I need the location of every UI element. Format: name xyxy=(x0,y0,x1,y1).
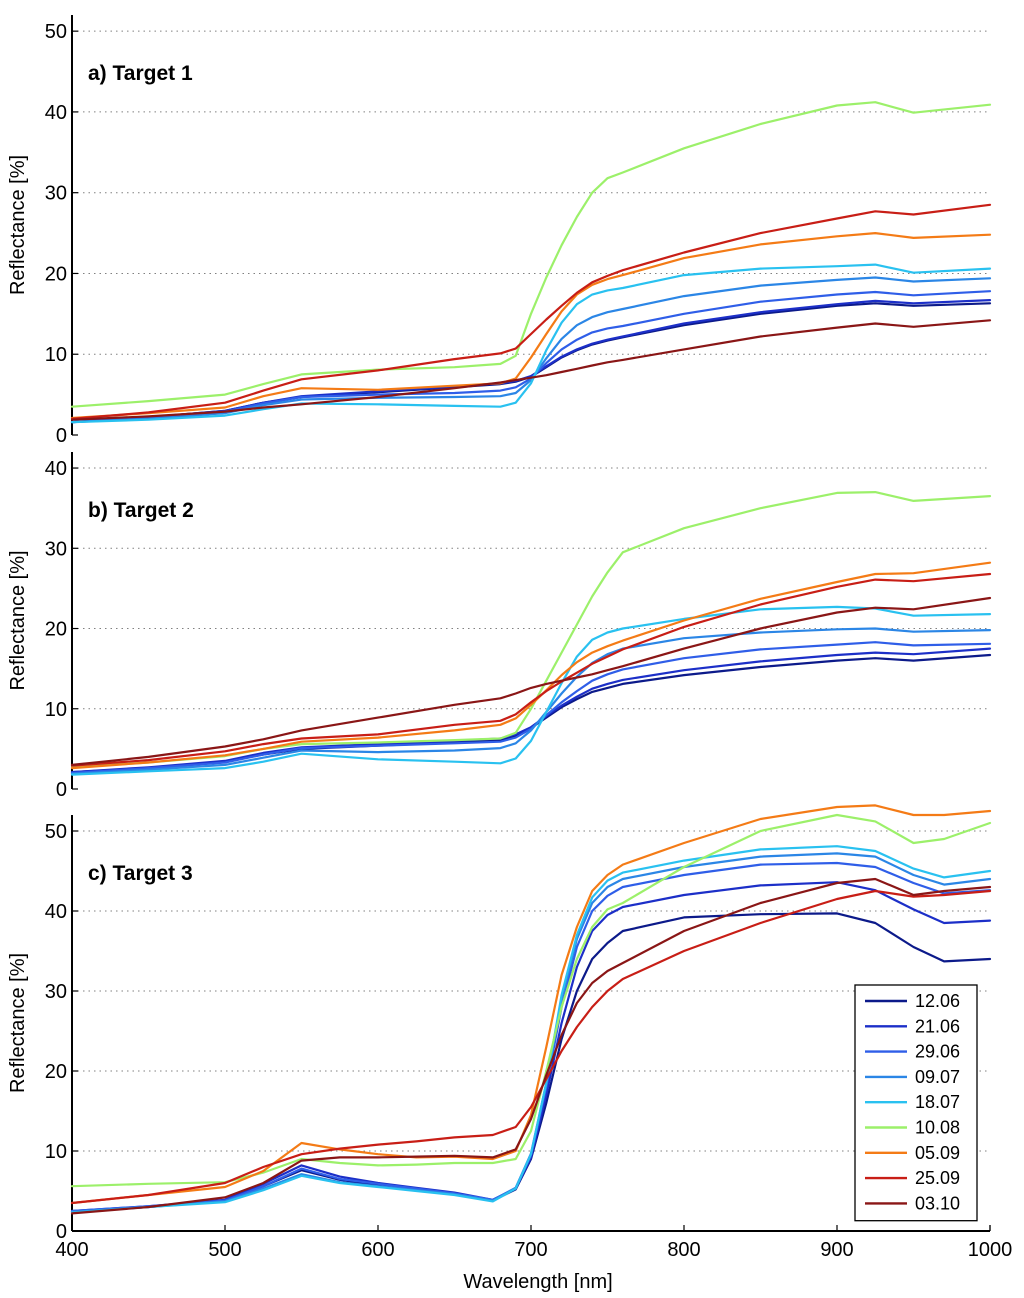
legend-label-05.09: 05.09 xyxy=(915,1143,960,1163)
legend: 12.06 21.06 29.06 09.07 18.07 10.08 05.09 25.09… xyxy=(854,984,978,1222)
series-line-25.09 xyxy=(70,889,992,1205)
series-line-21.06 xyxy=(70,647,992,774)
x-tick-label: 1000 xyxy=(968,1239,1013,1261)
panel-title: b) Target 2 xyxy=(88,499,194,522)
series-line-03.10 xyxy=(70,596,992,766)
y-tick-label: 50 xyxy=(45,21,67,43)
x-tick-label: 500 xyxy=(208,1239,241,1261)
series-line-03.10 xyxy=(70,319,992,421)
y-tick-label: 30 xyxy=(45,538,67,560)
series-line-29.06 xyxy=(70,290,992,424)
y-axis-label: Reflectance [%] xyxy=(7,155,29,295)
y-tick-label: 40 xyxy=(45,458,67,480)
y-axis-label: Reflectance [%] xyxy=(7,953,29,1093)
series-line-09.07 xyxy=(70,276,992,424)
series-line-25.09 xyxy=(70,203,992,420)
y-tick-label: 0 xyxy=(56,779,67,801)
x-axis-label: Wavelength [nm] xyxy=(463,1271,612,1293)
x-tick-label: 700 xyxy=(514,1239,547,1261)
series-line-03.10 xyxy=(70,877,992,1215)
series-line-09.07 xyxy=(70,627,992,775)
panels-group: 0 10 20 30 40 50 Reflectance [%] a) Target 1 0 10… xyxy=(7,15,1012,1261)
panel-3: 0 10 20 30 40 50 Reflectance [%] c) Target 3 400… xyxy=(7,804,1013,1261)
x-tick-label: 800 xyxy=(667,1239,700,1261)
legend-label-12.06: 12.06 xyxy=(915,991,960,1011)
y-tick-label: 20 xyxy=(45,1061,67,1083)
y-tick-label: 40 xyxy=(45,901,67,923)
y-tick-label: 50 xyxy=(45,821,67,843)
panel-1: 0 10 20 30 40 50 Reflectance [%] a) Target 1 xyxy=(7,15,992,447)
legend-label-10.08: 10.08 xyxy=(915,1118,960,1138)
y-tick-label: 0 xyxy=(56,1221,67,1243)
y-tick-label: 0 xyxy=(56,425,67,447)
panel-title: a) Target 1 xyxy=(88,62,193,85)
y-tick-label: 40 xyxy=(45,102,67,124)
x-tick-label: 400 xyxy=(55,1239,88,1261)
series-line-05.09 xyxy=(70,804,992,1205)
series-line-10.08 xyxy=(70,491,992,769)
panel-title: c) Target 3 xyxy=(88,862,193,885)
legend-label-03.10: 03.10 xyxy=(915,1193,960,1213)
series-line-12.06 xyxy=(70,912,992,1213)
x-tick-label: 900 xyxy=(820,1239,853,1261)
y-tick-label: 10 xyxy=(45,1141,67,1163)
legend-label-18.07: 18.07 xyxy=(915,1092,960,1112)
y-tick-label: 30 xyxy=(45,981,67,1003)
legend-label-25.09: 25.09 xyxy=(915,1168,960,1188)
legend-label-09.07: 09.07 xyxy=(915,1067,960,1087)
series-line-10.08 xyxy=(70,813,992,1188)
y-tick-label: 20 xyxy=(45,263,67,285)
legend-label-21.06: 21.06 xyxy=(915,1016,960,1036)
y-tick-label: 10 xyxy=(45,699,67,721)
x-tick-label: 600 xyxy=(361,1239,394,1261)
legend-label-29.06: 29.06 xyxy=(915,1042,960,1062)
series-line-29.06 xyxy=(70,641,992,775)
series-line-10.08 xyxy=(70,101,992,408)
series-line-18.07 xyxy=(70,845,992,1214)
panel-2: 0 10 20 30 40 Reflectance [%] b) Target 2 xyxy=(7,452,992,801)
series-line-05.09 xyxy=(70,232,992,420)
series-line-18.07 xyxy=(70,605,992,776)
y-tick-label: 20 xyxy=(45,619,67,641)
series-line-25.09 xyxy=(70,572,992,767)
y-axis-label: Reflectance [%] xyxy=(7,550,29,690)
y-tick-label: 30 xyxy=(45,183,67,205)
y-tick-label: 10 xyxy=(45,344,67,366)
